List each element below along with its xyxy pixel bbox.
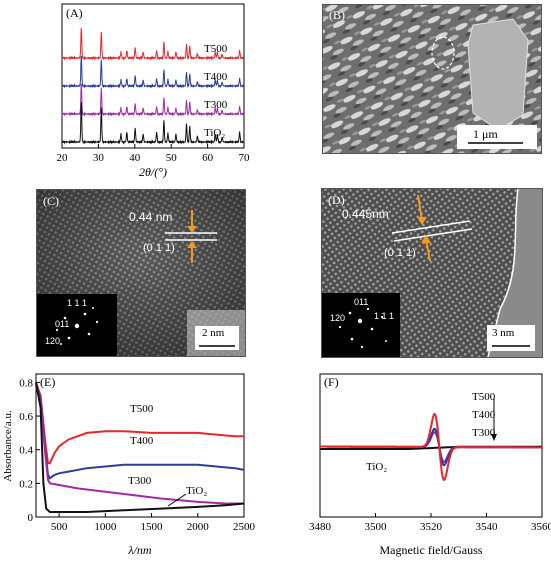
abs-series-label: T500 [130, 403, 154, 415]
saed-label-c-111: 1 1 1 [67, 298, 88, 308]
xrd-x-tick-label: 20 [57, 152, 69, 164]
abs-x-tick-label: 2000 [187, 521, 210, 533]
abs-x-tick-label: 500 [51, 521, 68, 533]
abs-y-tick-label: 0.8 [19, 377, 33, 389]
panel-d: (D) 0.445nm (0 1 1) 011 1 1 1 120 3 nm [321, 188, 543, 358]
xrd-x-tick-label: 50 [166, 152, 178, 164]
absorbance-y-axis-label: Absorbance/a.u. [2, 410, 14, 482]
epr-x-tick-label: 3540 [476, 521, 499, 533]
plane-label-d: (0 1 1) [384, 247, 416, 259]
lattice-fringe-line [393, 228, 473, 242]
xrd-x-tick-label: 70 [239, 152, 251, 164]
abs-series-0 [35, 382, 244, 465]
saed-label-d-120: 120 [330, 313, 346, 323]
saed-label-d-011: 011 [354, 297, 369, 307]
xrd-series-label: T500 [204, 43, 228, 55]
epr-frame [319, 373, 543, 518]
xrd-series-label: T400 [204, 71, 228, 83]
xrd-frame [61, 3, 245, 149]
decrease-arrow-head [491, 434, 497, 441]
epr-series-label: T500 [472, 391, 496, 403]
epr-series-0 [320, 412, 542, 481]
panel-label-d: (D) [328, 193, 345, 207]
absorbance-x-axis-label: λ/nm [127, 543, 152, 557]
hrtem-scale-label-c: 2 nm [202, 327, 225, 339]
epr-chart: (F) 3480 3500 3520 3540 3560 T500 T400 T300 TiO… [309, 373, 551, 557]
abs-series-3 [35, 382, 245, 513]
orange-arrow-down [417, 194, 423, 222]
hrtem-image-d: (D) 0.445nm (0 1 1) 011 1 1 1 120 3 nm [321, 188, 543, 358]
panel-label-a: (A) [66, 6, 83, 20]
xrd-series-0 [61, 27, 244, 61]
lattice-fringe-line [391, 220, 471, 234]
large-crystal [467, 18, 529, 131]
xrd-x-tick-label: 30 [93, 152, 105, 164]
saed-inset-d [322, 293, 400, 357]
epr-x-tick-label: 3480 [309, 521, 332, 533]
saed-label-d-111: 1 1 1 [374, 311, 395, 321]
xrd-chart: (A) 20 30 40 50 60 70 T500 T400 T300 TiO₂ 2θ/(°) [57, 3, 251, 179]
particle-edge [487, 189, 519, 357]
xrd-series-2 [61, 83, 244, 117]
panel-label-b: (B) [329, 8, 345, 22]
abs-x-tick-label: 1500 [141, 521, 164, 533]
abs-x-tick-label: 2500 [233, 521, 256, 533]
plane-label-c: (0 1 1) [143, 242, 175, 254]
epr-series-label: TiO₂ [366, 461, 387, 473]
abs-series-label: T400 [130, 435, 154, 447]
panel-label-e: (E) [40, 375, 55, 389]
panel-f: (F) 3480 3500 3520 3540 3560 T500 T400 T300 TiO… [280, 366, 551, 560]
epr-x-tick-label: 3520 [420, 521, 443, 533]
tio2-pointer [167, 493, 187, 507]
panel-e: (E) 500 1000 1500 2000 2500 0 0.2 0.4 0.6 0.8 T50… [0, 366, 272, 560]
panel-c: (C) 0.44 nm (0 1 1) 1 1 1 011 120 2 nm [36, 189, 246, 357]
sem-image: 1 μm (B) [322, 4, 542, 154]
xrd-series-1 [61, 55, 244, 89]
xrd-series-label: T300 [204, 99, 228, 111]
xrd-series-label: TiO₂ [204, 127, 225, 139]
abs-series-2 [35, 385, 244, 505]
absorbance-chart: (E) 500 1000 1500 2000 2500 0 0.2 0.4 0.6 0.8 T50… [2, 373, 256, 557]
panel-b: 1 μm (B) [322, 4, 542, 154]
xrd-series-3 [61, 101, 244, 145]
abs-series-label: T300 [128, 475, 152, 487]
epr-x-tick-label: 3560 [531, 521, 551, 533]
xrd-x-axis-label: 2θ/(°) [139, 165, 167, 179]
abs-y-tick-label: 0.6 [19, 411, 33, 423]
d-spacing-label-c: 0.44 nm [129, 210, 173, 224]
d-spacing-label-d: 0.445nm [342, 207, 389, 221]
epr-series-label: T300 [472, 427, 496, 439]
panel-a: (A) 20 30 40 50 60 70 T500 T400 T300 TiO₂ 2θ/(°) [0, 0, 272, 180]
hrtem-scale-label-d: 3 nm [492, 327, 515, 339]
saed-label-c-120: 120 [45, 336, 61, 346]
epr-x-tick-label: 3500 [365, 521, 388, 533]
epr-series-label: T400 [472, 409, 496, 421]
panel-label-c: (C) [43, 194, 59, 208]
sem-texture [323, 5, 541, 153]
abs-y-tick-label: 0 [28, 512, 34, 524]
abs-x-tick-label: 1000 [94, 521, 117, 533]
hrtem-image-c: (C) 0.44 nm (0 1 1) 1 1 1 011 120 2 nm [36, 189, 246, 357]
highlight-circle [431, 36, 455, 70]
xrd-x-tick-label: 40 [129, 152, 141, 164]
sem-scale-label: 1 μm [473, 127, 498, 141]
abs-y-tick-label: 0.2 [19, 478, 33, 490]
xrd-x-tick-label: 60 [202, 152, 214, 164]
abs-y-tick-label: 0.4 [19, 445, 33, 457]
epr-x-axis-label: Magnetic field/Gauss [380, 543, 483, 557]
absorbance-frame [35, 373, 245, 518]
abs-series-label: TiO₂ [186, 485, 207, 497]
panel-label-f: (F) [324, 375, 339, 389]
saed-label-c-011: 011 [55, 319, 70, 329]
